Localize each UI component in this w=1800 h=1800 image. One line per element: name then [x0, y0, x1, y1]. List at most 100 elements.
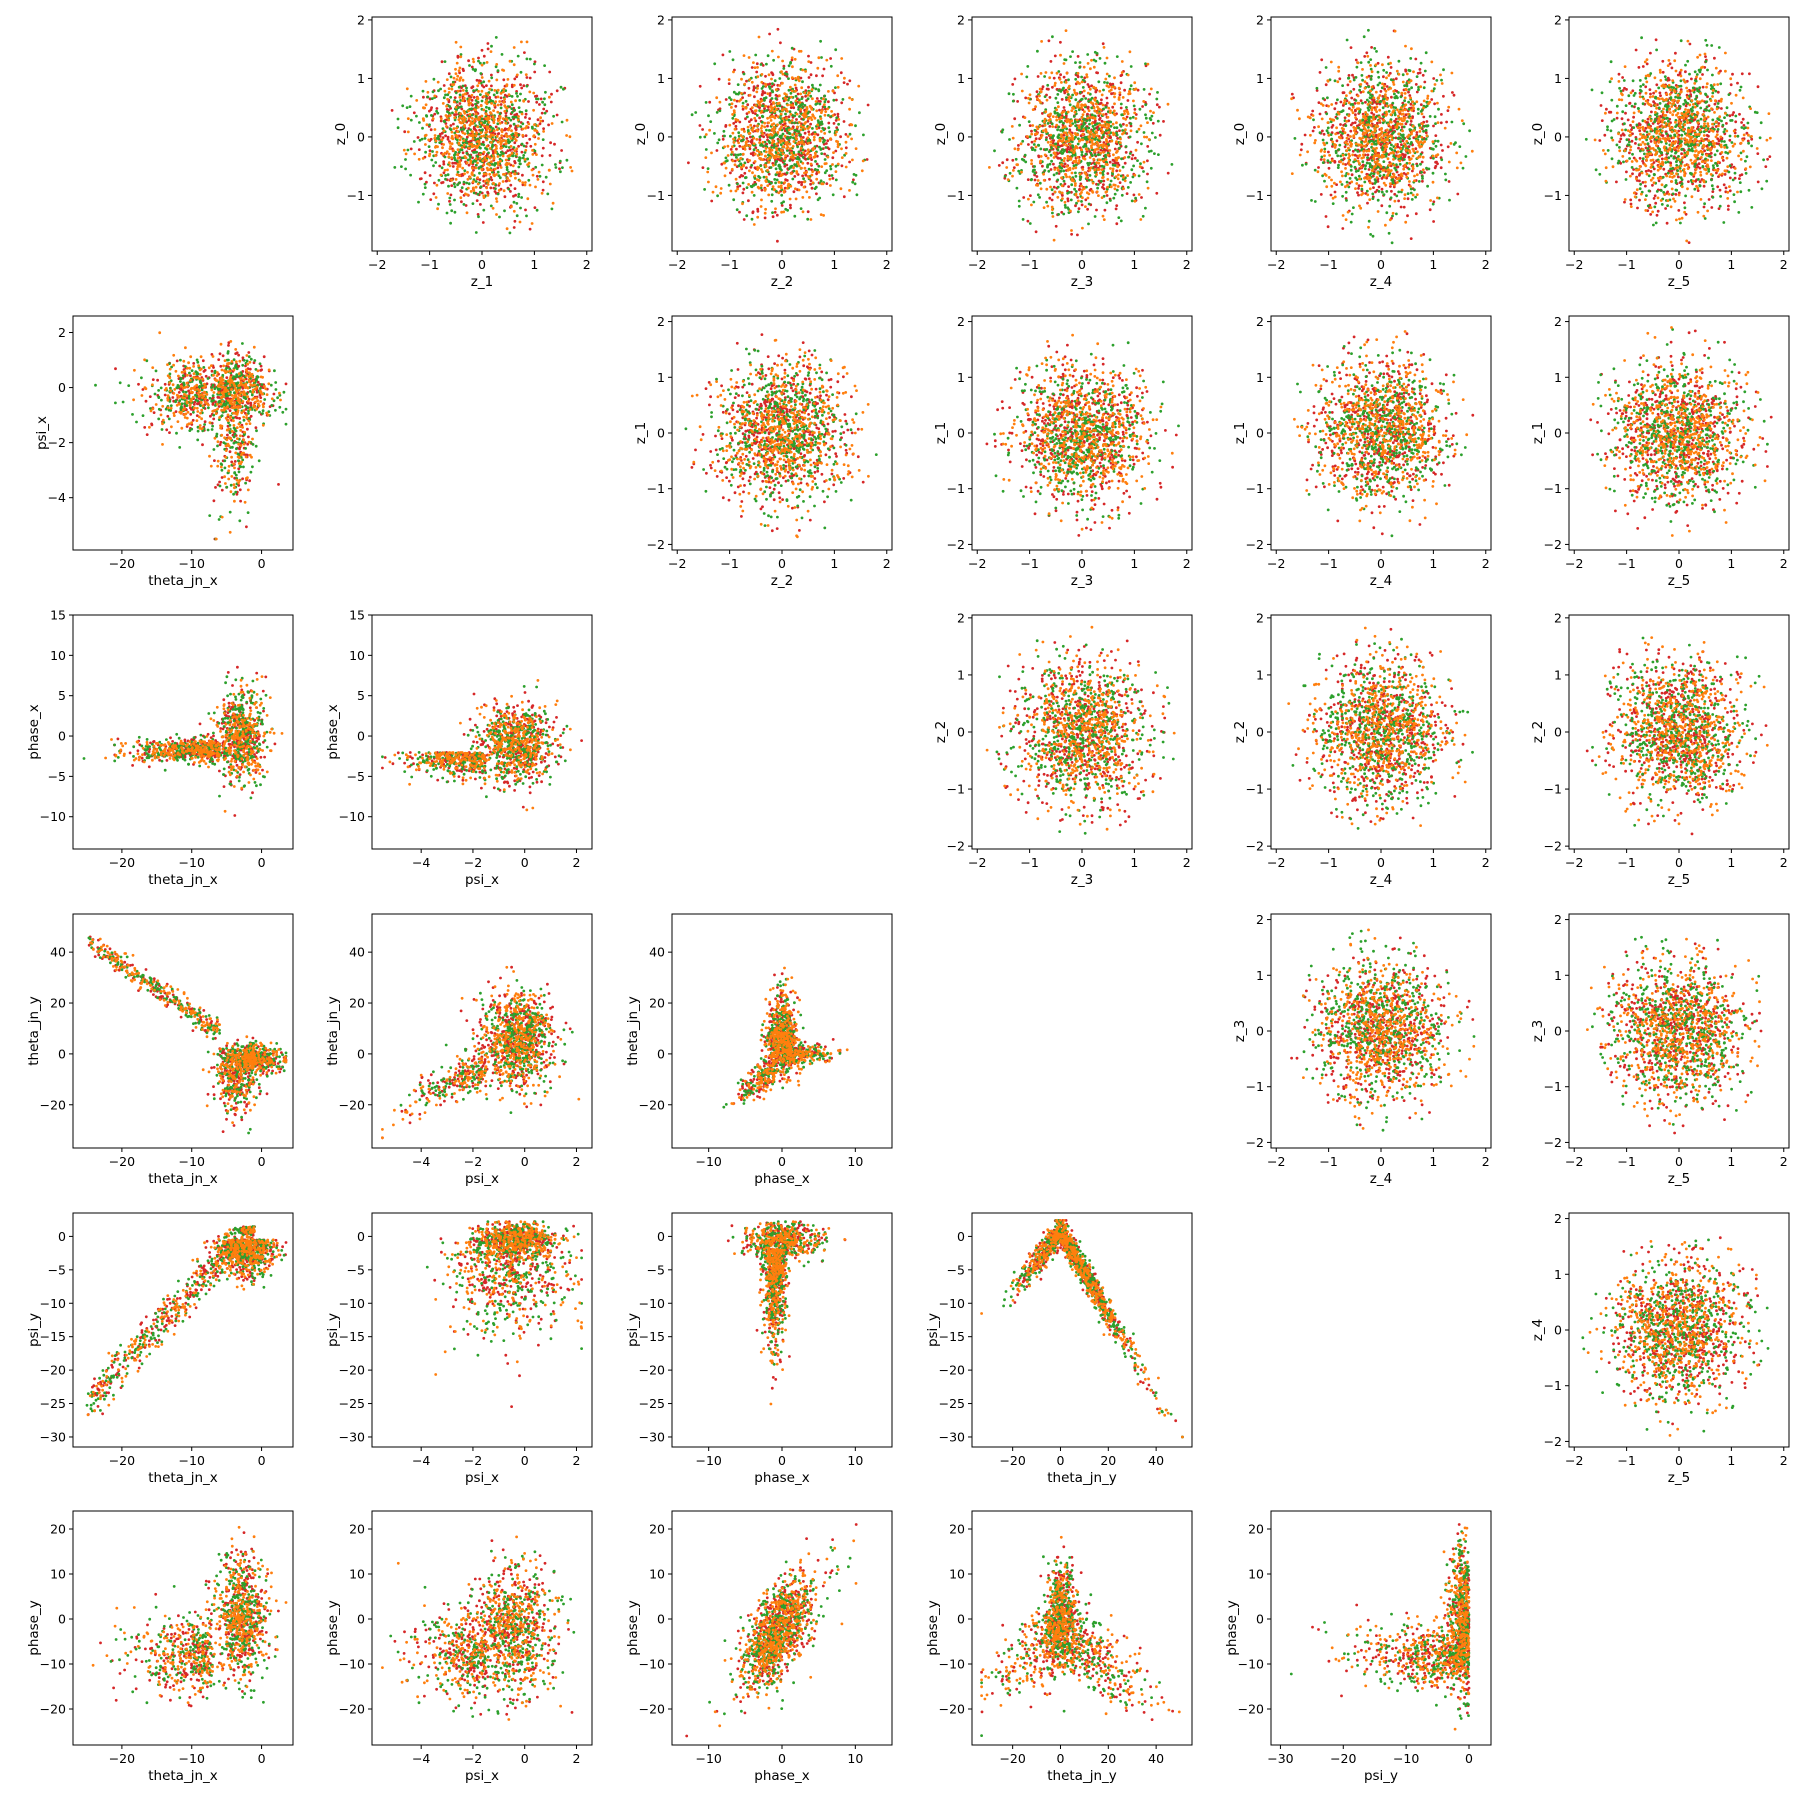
scatter-point [1091, 181, 1095, 185]
scatter-point [721, 53, 725, 57]
scatter-point [495, 78, 499, 82]
scatter-point [1086, 140, 1089, 144]
scatter-point [1374, 190, 1377, 194]
scatter-point [776, 27, 780, 31]
scatter-point [727, 183, 731, 187]
scatter-point [520, 40, 523, 44]
scatter-point [467, 133, 471, 137]
scatter-point [1146, 145, 1150, 148]
scatter-point [797, 49, 801, 53]
scatter-point [1143, 135, 1146, 139]
scatter-point [470, 65, 474, 69]
scatter-point [799, 107, 803, 111]
scatter-point [785, 171, 789, 175]
scatter-point [428, 149, 432, 153]
scatter-point [1099, 171, 1102, 175]
scatter-point [437, 202, 440, 206]
scatter-point [1086, 207, 1089, 211]
scatter-point [756, 87, 759, 90]
scatter-point [761, 92, 764, 96]
scatter-point [1411, 169, 1414, 173]
scatter-point [796, 75, 800, 79]
scatter-point [831, 163, 834, 166]
scatter-point [736, 158, 740, 162]
scatter-point [1073, 187, 1076, 191]
scatter-point [508, 134, 512, 138]
scatter-point [1089, 130, 1093, 134]
scatter-point [1081, 168, 1085, 171]
scatter-point [1128, 50, 1132, 54]
scatter-point [805, 107, 809, 111]
scatter-point [528, 137, 532, 141]
scatter-point [490, 44, 493, 48]
scatter-point [1032, 200, 1036, 204]
scatter-point [1013, 147, 1017, 151]
scatter-point [827, 90, 830, 93]
scatter-point [1113, 187, 1117, 191]
scatter-point [512, 194, 515, 198]
scatter-point [451, 137, 455, 141]
scatter-point [447, 72, 451, 76]
scatter-point [432, 164, 435, 168]
scatter-point [806, 136, 810, 140]
scatter-point [1091, 133, 1095, 136]
scatter-point [458, 95, 462, 99]
scatter-point [508, 172, 512, 176]
scatter-point [471, 134, 475, 138]
scatter-point [1055, 115, 1058, 119]
scatter-point [1060, 163, 1063, 166]
scatter-point [1133, 156, 1137, 160]
scatter-point [1125, 124, 1129, 127]
scatter-point [450, 142, 454, 146]
scatter-point [522, 154, 526, 157]
scatter-point [1113, 126, 1116, 129]
scatter-point [756, 66, 759, 69]
scatter-point [472, 191, 476, 195]
scatter-point [801, 210, 805, 214]
scatter-point [707, 180, 710, 184]
scatter-point [446, 97, 449, 101]
scatter-point [1062, 169, 1066, 173]
scatter-point [500, 134, 504, 138]
scatter-point [742, 138, 745, 142]
scatter-point [474, 108, 478, 112]
scatter-point [485, 99, 489, 102]
scatter-point [471, 85, 475, 89]
scatter-point [802, 142, 806, 146]
scatter-point [752, 61, 755, 64]
scatter-point [1085, 176, 1089, 179]
scatter-point [1091, 116, 1095, 119]
scatter-point [743, 147, 747, 151]
scatter-point [763, 121, 767, 125]
scatter-point [708, 128, 711, 132]
scatter-point [779, 158, 783, 162]
scatter-point [1108, 149, 1112, 152]
scatter-point [834, 86, 837, 89]
scatter-point [773, 79, 777, 83]
scatter-point [782, 67, 786, 70]
scatter-point [724, 125, 728, 128]
scatter-point [1053, 84, 1057, 87]
scatter-point [494, 95, 498, 99]
scatter-point [858, 111, 861, 115]
scatter-point [1118, 91, 1122, 94]
scatter-point [1357, 193, 1360, 197]
scatter-point [476, 96, 479, 100]
scatter-point [513, 219, 517, 223]
scatter-point [443, 89, 447, 93]
scatter-point [446, 137, 450, 141]
scatter-point [1071, 138, 1075, 141]
scatter-point [1349, 123, 1353, 127]
scatter-point [800, 183, 803, 187]
scatter-point [1117, 96, 1121, 99]
scatter-point [519, 92, 522, 96]
scatter-point [1033, 165, 1036, 168]
scatter-point [1039, 155, 1043, 158]
scatter-point [1118, 169, 1122, 173]
scatter-point [494, 100, 498, 104]
scatter-point [786, 141, 789, 144]
scatter-point [773, 105, 777, 109]
scatter-point [803, 104, 807, 107]
scatter-point [812, 135, 816, 139]
scatter-point [484, 112, 488, 116]
